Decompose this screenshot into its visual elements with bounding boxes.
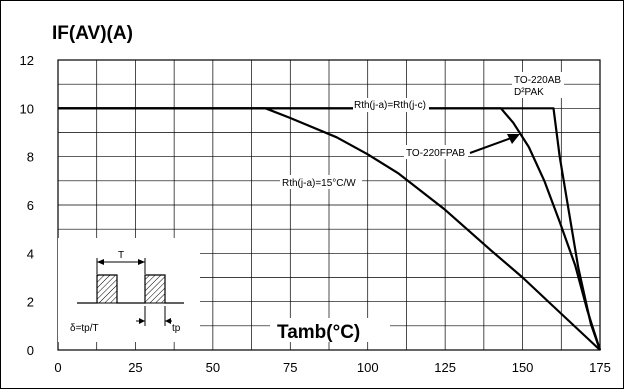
y-tick-label: 8 — [27, 150, 34, 165]
pulse-inset: T δ=tp/T tp — [58, 238, 200, 342]
duty-cycle-label: δ=tp/T — [70, 323, 99, 334]
pulse-2 — [144, 274, 166, 304]
x-axis-title: Tamb(°C) — [277, 322, 360, 343]
y-axis-title: IF(AV)(A) — [52, 23, 133, 44]
pulse-waveform — [77, 274, 184, 304]
period-label: T — [118, 250, 124, 261]
package-label-2: D²PAK — [514, 87, 544, 98]
fp-pointer-head — [507, 134, 520, 144]
x-tick-label: 0 — [54, 360, 61, 375]
y-tick-label: 6 — [27, 198, 34, 213]
y-tick-label: 10 — [20, 101, 34, 116]
x-tick-labels: 0 25 50 75 100 125 150 175 — [54, 360, 610, 375]
rth-15-bg — [280, 175, 362, 189]
x-tick-label: 150 — [512, 360, 534, 375]
x-tick-label: 100 — [357, 360, 379, 375]
rth-15-label: Rth(j-a)=15°C/W — [282, 178, 356, 189]
series-line-3 — [58, 107, 601, 351]
y-tick-label: 2 — [27, 295, 34, 310]
fp-label: TO-220FPAB — [406, 148, 465, 159]
pulse-1 — [96, 274, 118, 304]
rth-equal-label: Rth(j-a)=Rth(j-c) — [354, 100, 426, 111]
inset-background — [58, 238, 200, 342]
series-line-2 — [58, 107, 602, 351]
plot-border — [57, 59, 601, 351]
y-tick-label: 4 — [27, 246, 34, 261]
x-tick-label: 75 — [283, 360, 297, 375]
tp-arrow-right — [165, 318, 171, 324]
period-arrow-left — [97, 259, 104, 265]
x-tick-label: 25 — [128, 360, 142, 375]
x-tick-label: 50 — [206, 360, 220, 375]
x-axis-title-bg — [270, 318, 390, 342]
y-tick-label: 0 — [27, 343, 34, 358]
fp-label-bg — [404, 145, 468, 159]
y-tick-labels: 0 2 4 6 8 10 12 — [20, 53, 34, 358]
rth-equal-bg — [353, 98, 429, 112]
tp-label: tp — [172, 323, 181, 334]
fp-pointer — [469, 136, 515, 154]
x-tick-label: 175 — [589, 360, 611, 375]
tp-arrow-left — [139, 318, 145, 324]
y-tick-label: 12 — [20, 53, 34, 68]
package-label-1: TO-220AB — [514, 75, 561, 86]
curves — [58, 107, 602, 351]
x-tick-label: 125 — [434, 360, 456, 375]
package-label-bg — [512, 72, 564, 98]
period-arrow-right — [138, 259, 145, 265]
